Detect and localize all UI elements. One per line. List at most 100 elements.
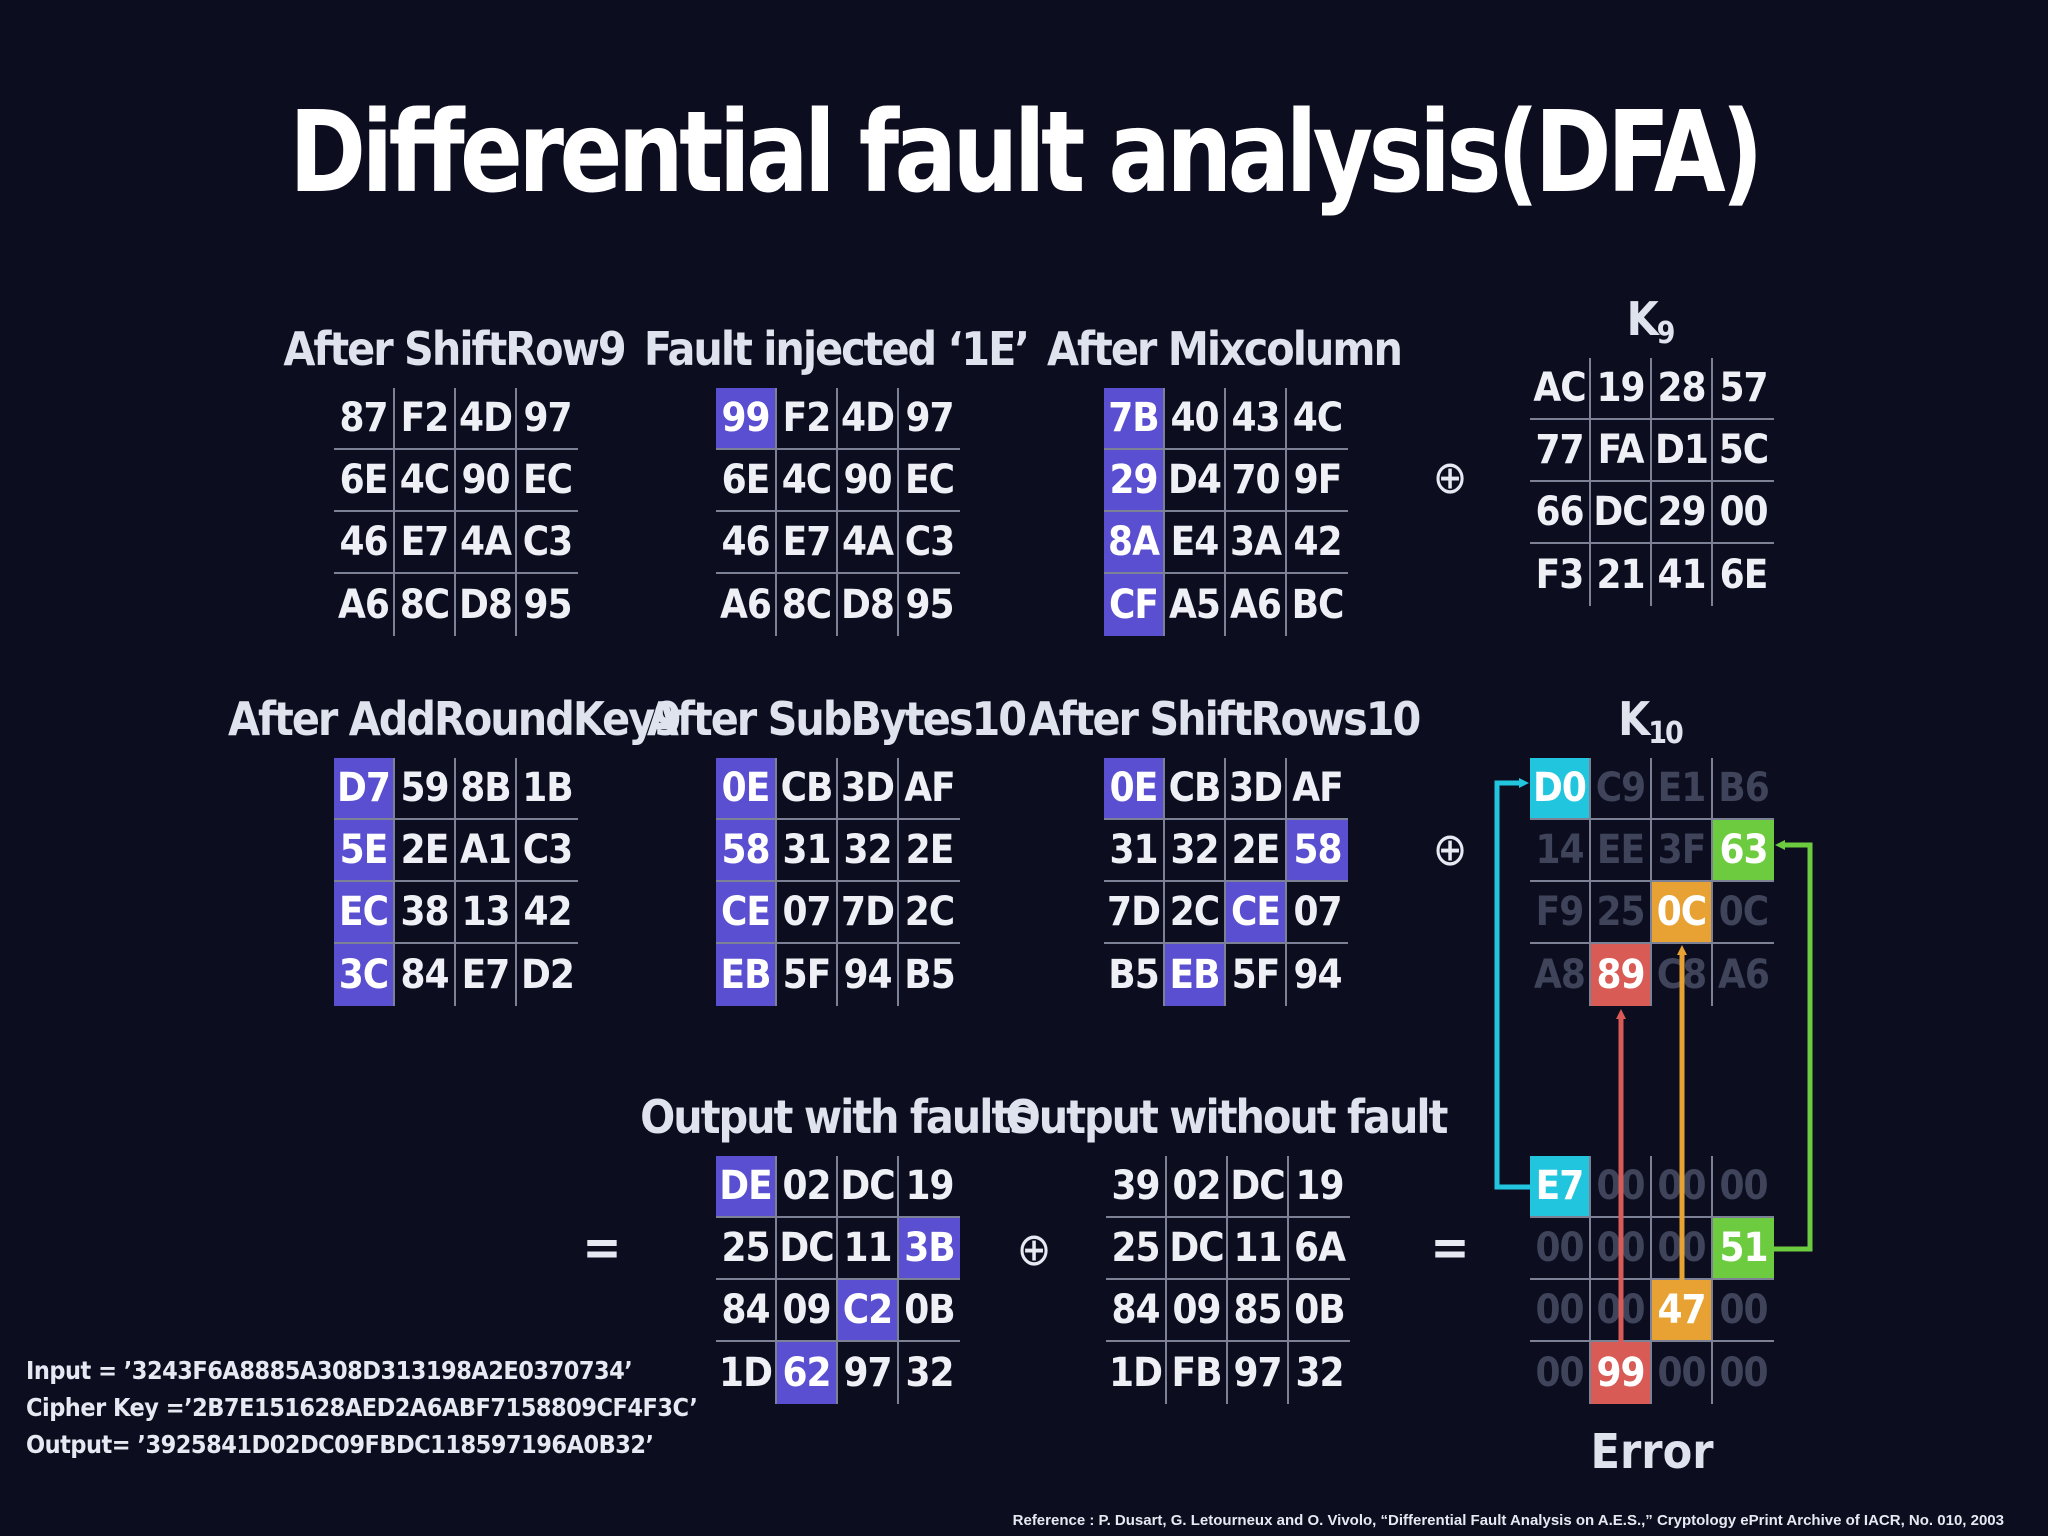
- matrix-cell: EC: [517, 450, 578, 512]
- matrix-cell: 43: [1226, 388, 1287, 450]
- matrix-cell: 5F: [777, 944, 838, 1006]
- matrix-cell: 85: [1228, 1280, 1289, 1342]
- matrix-cell: AF: [1287, 758, 1348, 820]
- matrix-cell: 87: [334, 388, 395, 450]
- matrix-cell: 8C: [777, 574, 838, 636]
- matrix-cell: 00: [1713, 1156, 1774, 1218]
- matrix-cell: CB: [1165, 758, 1226, 820]
- matrix-cell: 2E: [395, 820, 456, 882]
- matrix-cell: 99: [716, 388, 777, 450]
- matrix-cell: A1: [456, 820, 517, 882]
- matrix-cell: 8C: [395, 574, 456, 636]
- matrix-cell: AF: [899, 758, 960, 820]
- matrix-cell: 8B: [456, 758, 517, 820]
- matrix-cell: 47: [1652, 1280, 1713, 1342]
- matrix-cell: 0B: [899, 1280, 960, 1342]
- matrix-cell: 19: [1591, 358, 1652, 420]
- matrix-cell: 94: [838, 944, 899, 1006]
- matrix-cell: DC: [838, 1156, 899, 1218]
- matrix-cell: 1D: [716, 1342, 777, 1404]
- matrix-cell: CE: [716, 882, 777, 944]
- matrix-cell: 9F: [1287, 450, 1348, 512]
- matrix-cell: 0C: [1713, 882, 1774, 944]
- matrix-cell: 09: [1167, 1280, 1228, 1342]
- matrix-cell: F2: [777, 388, 838, 450]
- matrix-cell: 29: [1652, 482, 1713, 544]
- matrix-cell: A6: [716, 574, 777, 636]
- matrix-cell: 46: [334, 512, 395, 574]
- matrix-cell: D4: [1165, 450, 1226, 512]
- matrix-grid: DE 02 DC 19 25 DC 11 3B 84 09 C2 0B 1D 62 97 32: [716, 1156, 960, 1404]
- matrix-cell: DC: [1167, 1218, 1228, 1280]
- matrix-cell: 00: [1530, 1342, 1591, 1404]
- matrix-label: Output with faults: [640, 1090, 1034, 1144]
- matrix-cell: 00: [1652, 1342, 1713, 1404]
- matrix-label: K10: [1390, 692, 1910, 751]
- matrix-cell: 11: [1228, 1218, 1289, 1280]
- matrix-label: After AddRoundKey9: [228, 692, 682, 746]
- matrix-cell: 90: [838, 450, 899, 512]
- matrix-cell: D0: [1530, 758, 1591, 820]
- equals-operator: =: [582, 1218, 622, 1278]
- matrix-cell: 32: [838, 820, 899, 882]
- matrix-cell: 39: [1106, 1156, 1167, 1218]
- matrix-label: After ShiftRow9: [283, 322, 626, 376]
- matrix-label: Fault injected ‘1E’: [643, 322, 1030, 376]
- matrix-cell: 7B: [1104, 388, 1165, 450]
- matrix-cell: E4: [1165, 512, 1226, 574]
- matrix-cell: 8A: [1104, 512, 1165, 574]
- matrix-cell: 46: [716, 512, 777, 574]
- matrix-cell: 00: [1719, 1350, 1768, 1396]
- xor-operator: ⊕: [1432, 822, 1468, 876]
- matrix-cell: 3A: [1226, 512, 1287, 574]
- matrix-cell: DC: [1591, 482, 1652, 544]
- matrix-cell: 70: [1226, 450, 1287, 512]
- matrix-cell: 00: [1713, 482, 1774, 544]
- matrix-cell: 63: [1713, 820, 1774, 882]
- xor-operator: ⊕: [1432, 450, 1468, 504]
- matrix-cell: 97: [1228, 1342, 1289, 1404]
- matrix-after-addroundkey9: After AddRoundKey9 D7 59 8B 1B 5E 2E A1 C3 EC 38 1…: [228, 692, 682, 1006]
- matrix-cell: DC: [777, 1218, 838, 1280]
- matrix-cell: E1: [1652, 758, 1713, 820]
- matrix-after-subbytes10: After SubBytes10 0E CB 3D AF 58 31 32 2E CE 07 7D 2…: [647, 692, 1027, 1006]
- matrix-cell: 94: [1293, 952, 1342, 998]
- matrix-cell: F2: [395, 388, 456, 450]
- matrix-cell: 32: [905, 1350, 954, 1396]
- matrix-cell: 07: [1287, 882, 1348, 944]
- matrix-cell: 4C: [395, 450, 456, 512]
- matrix-cell: B5: [904, 952, 955, 998]
- matrix-cell: 40: [1165, 388, 1226, 450]
- matrix-cell: 25: [716, 1218, 777, 1280]
- matrix-cell: A8: [1530, 944, 1591, 1006]
- k10-label-main: K: [1618, 692, 1650, 746]
- arrow-green: [1774, 840, 1813, 1252]
- matrix-cell: 89: [1591, 944, 1652, 1006]
- matrix-cell: 97: [838, 1342, 899, 1404]
- matrix-cell: 00: [1530, 1280, 1591, 1342]
- matrix-output-with-faults: Output with faults DE 02 DC 19 25 DC 11 3B 84 09 C…: [640, 1090, 1034, 1404]
- matrix-label: After SubBytes10: [646, 692, 1027, 746]
- matrix-cell: 2E: [899, 820, 960, 882]
- matrix-cell: 02: [777, 1156, 838, 1218]
- matrix-grid: 7B 40 43 4C 29 D4 70 9F 8A E4 3A 42 CF A5 A6 BC: [1104, 388, 1348, 636]
- matrix-cell: 42: [1287, 512, 1348, 574]
- matrix-cell: 77: [1530, 420, 1591, 482]
- error-label: Error: [1590, 1424, 1714, 1480]
- matrix-cell: EC: [334, 882, 395, 944]
- matrix-cell: 25: [1106, 1218, 1167, 1280]
- matrix-label: K9: [1390, 292, 1910, 351]
- matrix-cell: 7D: [1104, 882, 1165, 944]
- matrix-cell: EB: [716, 944, 777, 1006]
- matrix-cell: E7: [1530, 1156, 1591, 1218]
- matrix-cell: E7: [777, 512, 838, 574]
- matrix-cell: 28: [1652, 358, 1713, 420]
- matrix-cell: 6E: [334, 450, 395, 512]
- matrix-cell: 41: [1652, 544, 1713, 606]
- matrix-cell: A6: [1226, 574, 1287, 636]
- matrix-cell: 7D: [838, 882, 899, 944]
- matrix-cell: 5F: [1226, 944, 1287, 1006]
- matrix-cell: F9: [1530, 882, 1591, 944]
- matrix-cell: 59: [395, 758, 456, 820]
